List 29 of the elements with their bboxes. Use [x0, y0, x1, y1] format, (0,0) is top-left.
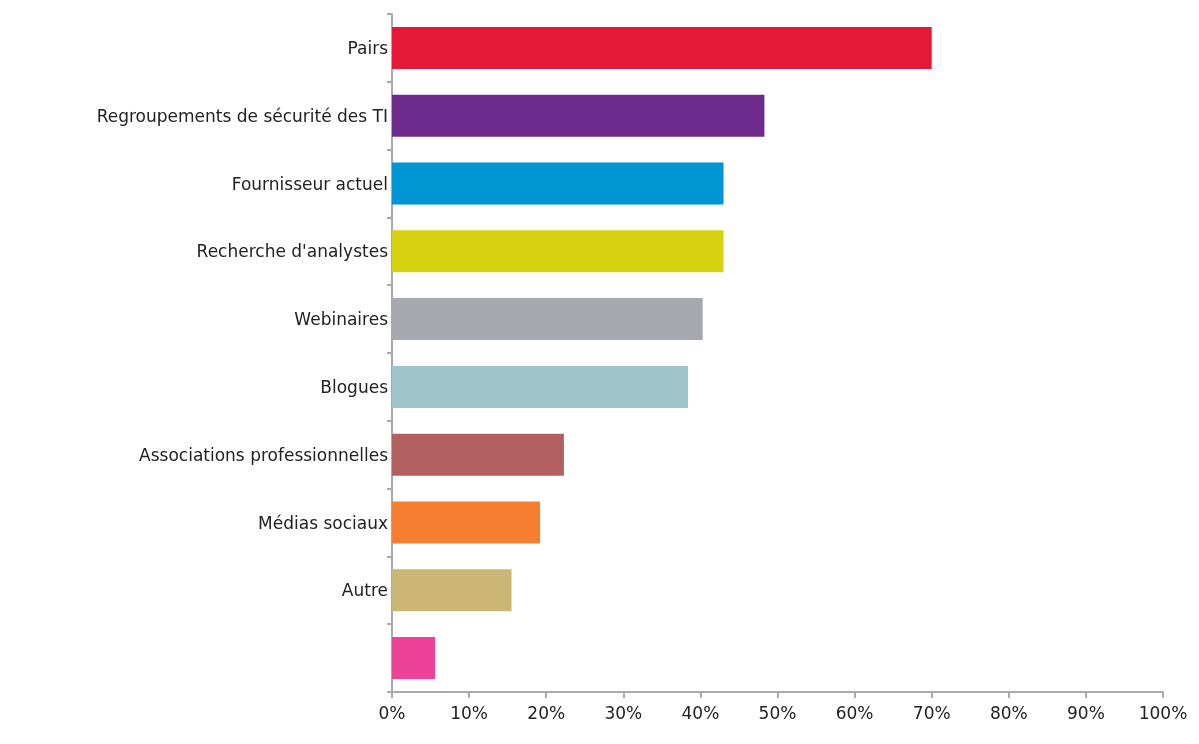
- x-tick-label: 0%: [378, 702, 406, 723]
- x-tick-label: 80%: [989, 702, 1028, 723]
- bar: [392, 26, 932, 69]
- bar: [392, 433, 564, 476]
- x-tick-label: 70%: [912, 702, 951, 723]
- y-tick-label: Regroupements de sécurité des TI: [96, 105, 388, 126]
- y-tick-label: Fournisseur actuel: [231, 173, 388, 194]
- y-tick-label: Blogues: [320, 376, 389, 397]
- y-tick-label: Pairs: [347, 37, 389, 58]
- y-tick-label: Associations professionnelles: [139, 444, 389, 465]
- bar: [392, 365, 689, 408]
- x-tick-label: 60%: [835, 702, 874, 723]
- x-tick-label: 90%: [1067, 702, 1105, 723]
- bar: [392, 569, 512, 612]
- bar: [392, 230, 724, 273]
- x-tick-label: 20%: [527, 702, 566, 723]
- x-tick-label: 30%: [604, 702, 643, 723]
- bar: [392, 162, 724, 205]
- bar: [392, 94, 765, 137]
- x-tick-label: 100%: [1138, 702, 1188, 723]
- y-tick-label: Autre: [341, 580, 388, 601]
- x-tick-label: 40%: [681, 702, 720, 723]
- x-tick-label: 10%: [450, 702, 488, 723]
- y-tick-label: Webinaires: [294, 309, 389, 330]
- y-tick-label: Recherche d'analystes: [196, 241, 389, 262]
- x-tick-label: 50%: [758, 702, 797, 723]
- bar: [392, 637, 436, 680]
- y-tick-label: Médias sociaux: [258, 512, 388, 533]
- bar: [392, 501, 541, 544]
